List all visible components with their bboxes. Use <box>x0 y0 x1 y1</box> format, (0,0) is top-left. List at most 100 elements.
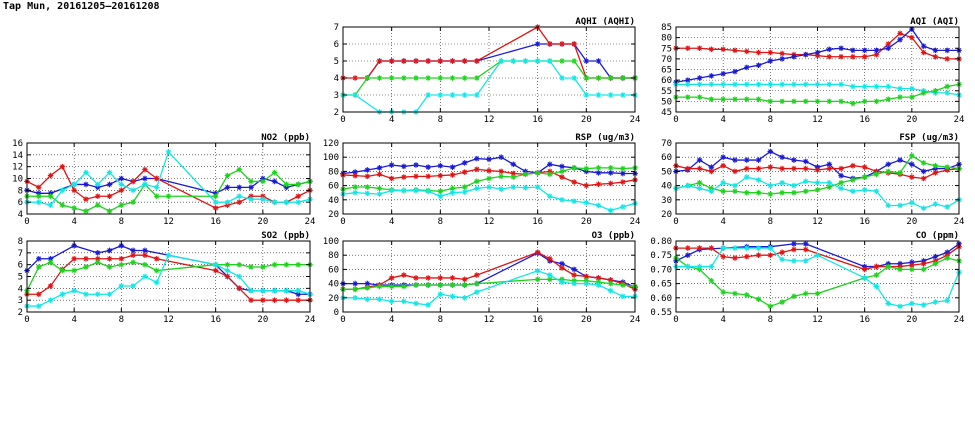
data-point <box>449 172 456 178</box>
y-tick-label: 5 <box>18 273 23 283</box>
data-point <box>708 46 715 53</box>
data-point <box>352 92 358 98</box>
data-point <box>873 171 880 178</box>
data-point <box>248 287 254 294</box>
data-point <box>920 302 927 308</box>
data-point <box>684 94 691 100</box>
x-tick-label: 24 <box>954 217 965 227</box>
y-tick-label: 60 <box>661 76 672 86</box>
data-point <box>909 34 915 41</box>
data-point <box>130 252 136 258</box>
x-tick-label: 16 <box>532 217 543 227</box>
data-point <box>861 275 868 281</box>
data-point <box>583 92 590 98</box>
data-point <box>732 182 738 189</box>
data-point <box>944 255 951 261</box>
x-tick-label: 20 <box>257 217 268 227</box>
data-point <box>260 193 266 200</box>
data-point <box>59 267 66 274</box>
data-point <box>283 199 290 205</box>
data-point <box>850 53 856 60</box>
data-point <box>909 161 915 168</box>
data-point <box>814 49 821 56</box>
x-tick-label: 12 <box>163 217 174 227</box>
data-point <box>295 297 302 303</box>
y-tick-label: 40 <box>328 280 339 290</box>
data-point <box>583 58 590 64</box>
data-point <box>607 75 614 81</box>
data-point <box>791 189 797 196</box>
data-point <box>559 265 565 271</box>
data-point <box>352 295 358 301</box>
data-point <box>944 249 951 256</box>
data-point <box>909 174 915 180</box>
data-point <box>885 263 892 270</box>
series-line <box>676 247 960 307</box>
data-point <box>571 75 577 81</box>
x-tick-label: 20 <box>581 115 592 125</box>
y-tick-label: 6 <box>18 198 23 208</box>
data-point <box>909 85 915 92</box>
data-point <box>47 259 54 266</box>
data-point <box>559 75 565 81</box>
data-point <box>920 160 927 166</box>
data-point <box>595 75 602 81</box>
data-point <box>779 98 785 105</box>
data-point <box>283 297 290 303</box>
x-tick-label: 4 <box>71 217 76 227</box>
data-point <box>295 261 302 268</box>
data-point <box>474 58 480 64</box>
data-point <box>437 75 444 81</box>
x-tick-label: 8 <box>768 217 773 227</box>
data-point <box>873 168 880 175</box>
data-point <box>755 177 762 183</box>
data-point <box>271 169 278 176</box>
data-point <box>755 96 762 103</box>
data-point <box>153 267 160 274</box>
series-line <box>27 168 311 212</box>
data-point <box>130 283 136 289</box>
data-point <box>944 167 951 173</box>
data-point <box>142 273 148 280</box>
data-point <box>732 245 738 251</box>
data-point <box>791 53 797 60</box>
data-point <box>118 187 125 194</box>
data-point <box>838 179 844 186</box>
data-point <box>802 258 809 264</box>
data-point <box>559 279 565 285</box>
data-point <box>449 275 456 281</box>
data-point <box>861 263 868 270</box>
data-point <box>838 98 844 105</box>
data-point <box>425 58 431 64</box>
data-point <box>779 81 785 88</box>
data-point <box>720 154 726 160</box>
data-point <box>932 253 939 260</box>
data-point <box>352 172 358 179</box>
data-point <box>920 43 927 49</box>
data-point <box>461 276 468 283</box>
data-point <box>295 193 302 200</box>
y-tick-label: 40 <box>328 196 339 206</box>
data-point <box>118 181 125 188</box>
data-point <box>755 165 762 172</box>
data-point <box>767 252 774 258</box>
chart-title: FSP (ug/m3) <box>899 133 959 143</box>
data-point <box>142 247 148 254</box>
data-point <box>376 75 383 81</box>
data-point <box>94 250 101 256</box>
data-point <box>620 293 626 300</box>
x-tick-label: 0 <box>673 217 678 227</box>
data-point <box>897 30 903 37</box>
data-point <box>47 172 54 179</box>
data-point <box>510 184 517 190</box>
data-point <box>35 291 42 298</box>
data-point <box>118 175 125 182</box>
x-tick-label: 8 <box>438 217 443 227</box>
y-tick-label: 30 <box>661 196 672 206</box>
data-point <box>696 75 703 81</box>
data-point <box>437 162 444 169</box>
y-tick-label: 60 <box>661 153 672 163</box>
data-point <box>779 249 785 256</box>
